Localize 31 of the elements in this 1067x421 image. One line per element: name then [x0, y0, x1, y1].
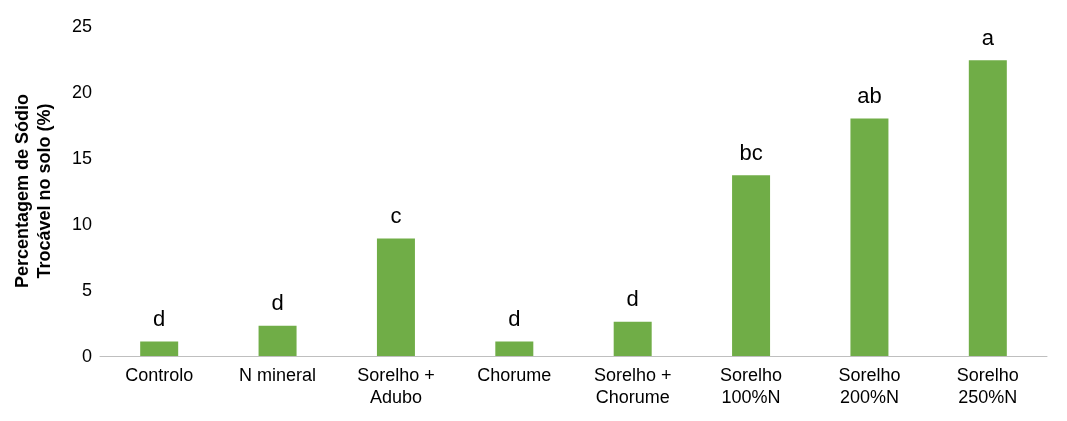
x-tick-label: N mineral — [239, 365, 317, 385]
bar — [613, 321, 652, 356]
annotation: a — [981, 24, 995, 50]
x-tick-label: Sorelho 200%N — [838, 365, 901, 407]
x-tick-label: Sorelho 250%N — [956, 365, 1019, 407]
annotation: ab — [857, 82, 882, 108]
bar — [495, 341, 534, 356]
bar — [140, 341, 179, 356]
bar — [258, 325, 297, 356]
x-tick-label: Sorelho 100%N — [720, 365, 783, 407]
y-tick-label: 0 — [81, 346, 92, 366]
y-tick-label: 10 — [71, 214, 92, 234]
bar — [850, 118, 889, 356]
bar — [376, 238, 415, 356]
y-tick-label: 15 — [71, 148, 92, 168]
x-tick-label: Sorelho + Adubo — [357, 365, 435, 407]
x-tick-label: Chorume — [477, 365, 552, 385]
annotation: c — [390, 203, 402, 229]
y-tick-label: 20 — [71, 82, 92, 102]
bar — [732, 175, 771, 356]
annotation: d — [153, 305, 166, 331]
y-tick-label: 25 — [71, 16, 92, 36]
annotation: d — [271, 290, 284, 316]
y-tick-label: 5 — [81, 280, 92, 300]
annotation: bc — [739, 139, 763, 165]
x-tick-label: Sorelho + Chorume — [593, 365, 672, 407]
annotation: d — [508, 305, 521, 331]
annotation: d — [626, 286, 639, 312]
x-tick-label: Controlo — [125, 365, 194, 385]
y-axis-title: Percentagem de Sódio Trocável no solo (%) — [12, 93, 54, 289]
bar — [968, 60, 1007, 356]
